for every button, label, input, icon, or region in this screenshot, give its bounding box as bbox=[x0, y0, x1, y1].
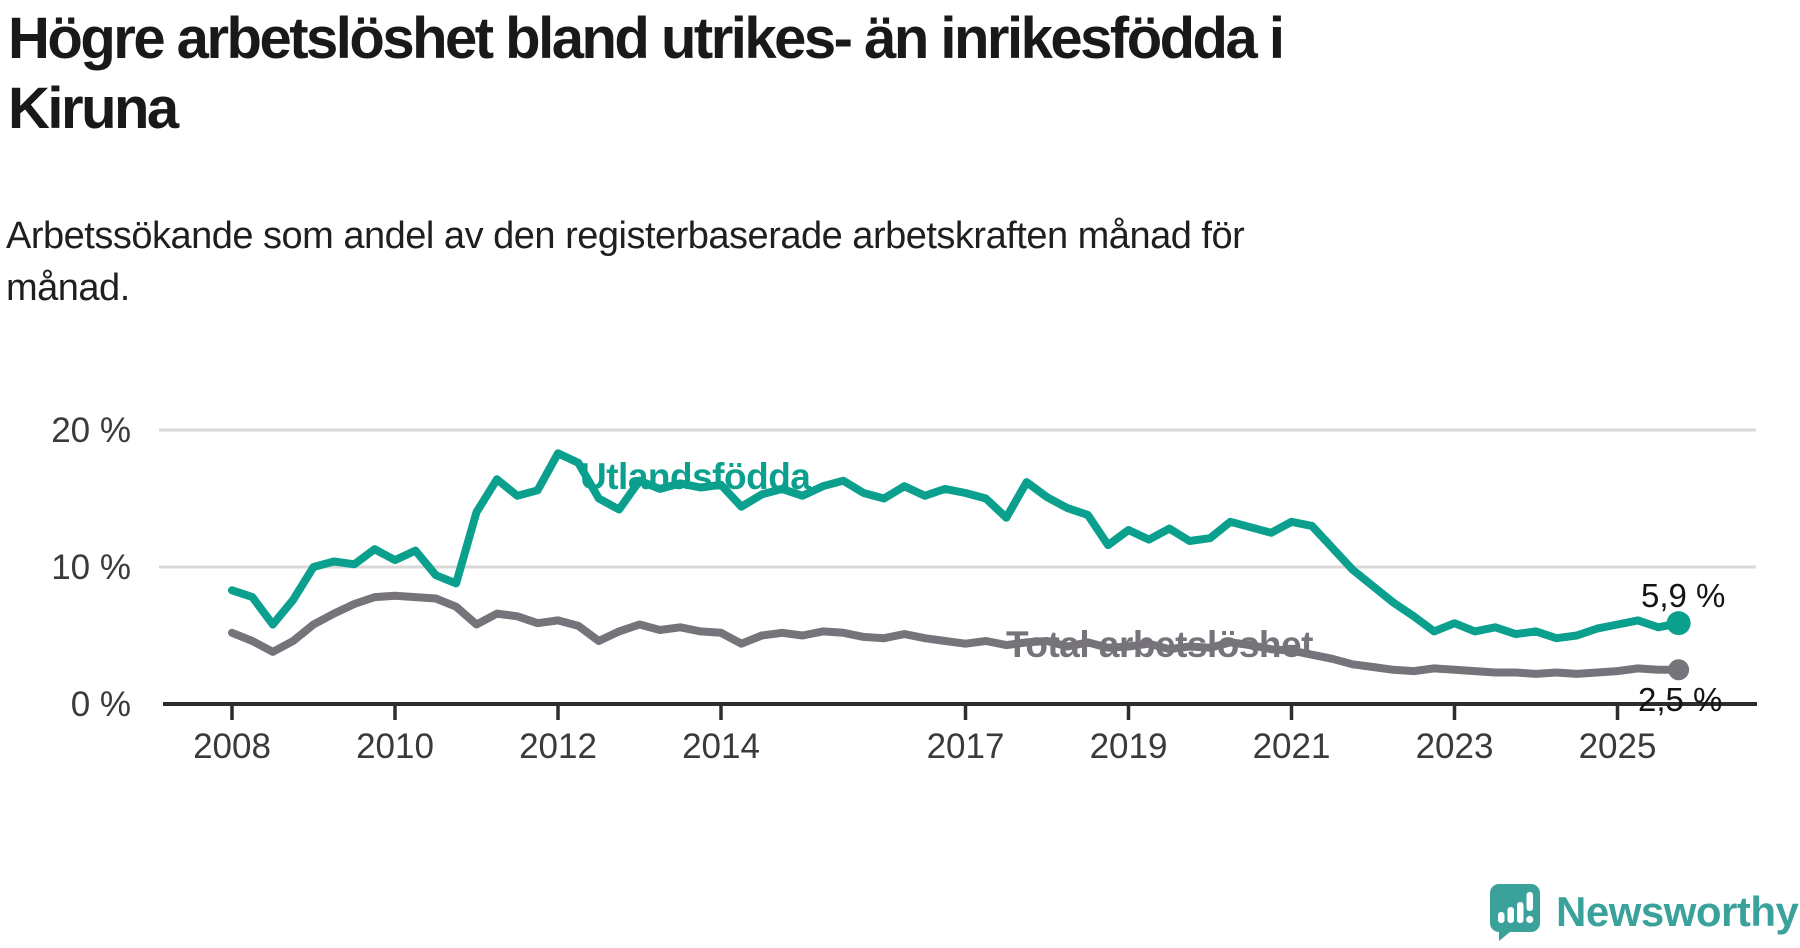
page-subtitle-line1: Arbetssökande som andel av den registerb… bbox=[6, 215, 1245, 257]
end-dot-total bbox=[1668, 659, 1690, 681]
logo-exclamation-bar bbox=[1526, 892, 1533, 911]
x-axis-label-2012: 2012 bbox=[519, 727, 597, 766]
end-value-label-total: 2,5 % bbox=[1638, 681, 1723, 718]
page-subtitle-line2: månad. bbox=[6, 267, 130, 309]
end-dot-utlandsfodda bbox=[1666, 611, 1691, 636]
brand-name: Newsworthy bbox=[1556, 888, 1799, 935]
page-subtitle: Arbetssökande som andel av den registerb… bbox=[6, 210, 1726, 314]
y-axis-label-0: 0 % bbox=[71, 685, 131, 724]
logo-bar-3 bbox=[1517, 902, 1524, 923]
series-label-total-arbetsloshet: Total arbetslöshet bbox=[1006, 624, 1313, 665]
x-axis-label-2025: 2025 bbox=[1579, 727, 1657, 766]
x-axis-label-2017: 2017 bbox=[927, 727, 1005, 766]
page-title-line2: Kiruna bbox=[8, 76, 179, 141]
page-title-line1: Högre arbetslöshet bland utrikes- än inr… bbox=[8, 6, 1285, 71]
x-axis-label-2010: 2010 bbox=[356, 727, 434, 766]
line-series-utlandsfodda bbox=[228, 449, 1683, 643]
x-axis-label-2021: 2021 bbox=[1253, 727, 1331, 766]
x-axis-label-2008: 2008 bbox=[193, 727, 271, 766]
x-axis-label-2019: 2019 bbox=[1090, 727, 1168, 766]
logo-bar-1 bbox=[1498, 912, 1505, 923]
newsworthy-logo: Newsworthy bbox=[1488, 882, 1799, 942]
logo-bar-2 bbox=[1507, 907, 1514, 923]
newsworthy-bubble-icon bbox=[1490, 884, 1540, 941]
x-axis-label-2014: 2014 bbox=[682, 727, 760, 766]
y-axis-label-10: 10 % bbox=[51, 548, 131, 587]
page-title: Högre arbetslöshet bland utrikes- än inr… bbox=[8, 4, 1728, 144]
series-label-utlandsfodda: Utlandsfödda bbox=[580, 456, 811, 497]
line-series-total bbox=[228, 591, 1683, 678]
end-value-label-utlandsfodda: 5,9 % bbox=[1641, 577, 1726, 614]
x-axis-label-2023: 2023 bbox=[1416, 727, 1494, 766]
logo-exclamation-dot bbox=[1526, 915, 1534, 924]
y-axis-label-20: 20 % bbox=[51, 411, 131, 450]
